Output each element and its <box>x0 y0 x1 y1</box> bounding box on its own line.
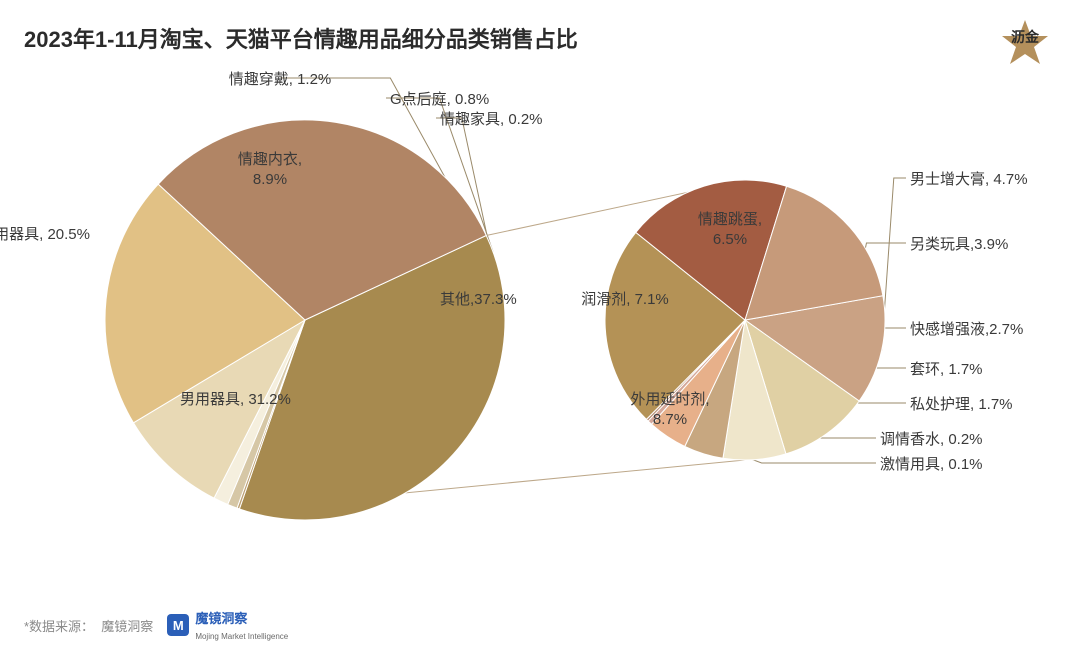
slice-label-priv: 私处护理, 1.7% <box>910 395 1013 415</box>
slice-label-perf: 调情香水, 0.2% <box>880 430 983 450</box>
slice-label-other: 其他,37.3% <box>440 290 517 310</box>
slice-label-lube: 润滑剂, 7.1% <box>581 290 669 310</box>
slice-label-pass: 激情用具, 0.1% <box>880 455 983 475</box>
slice-label-enlarge: 男士增大膏, 4.7% <box>910 170 1028 190</box>
slice-label-ling: 情趣内衣,8.9% <box>238 150 302 191</box>
slice-label-alttoy: 另类玩具,3.9% <box>910 235 1008 255</box>
slice-label-furn: 情趣家具, 0.2% <box>440 110 543 130</box>
slice-label-wear: 情趣穿戴, 1.2% <box>229 70 332 90</box>
slice-label-egg: 情趣跳蛋,6.5% <box>698 210 762 251</box>
slice-label-liquid: 快感增强液,2.7% <box>910 320 1023 340</box>
slice-label-delay: 外用延时剂,8.7% <box>630 390 709 431</box>
slice-label-gspot: G点后庭, 0.8% <box>390 90 489 110</box>
footer-source: *数据来源： 魔镜洞察 M 魔镜洞察 Mojing Market Intelli… <box>24 608 288 642</box>
slice-label-female: 女用器具, 20.5% <box>0 225 90 245</box>
source-logo: M 魔镜洞察 Mojing Market Intelligence <box>167 608 288 642</box>
slice-label-ring: 套环, 1.7% <box>910 360 983 380</box>
slice-label-male: 男用器具, 31.2% <box>180 390 291 410</box>
